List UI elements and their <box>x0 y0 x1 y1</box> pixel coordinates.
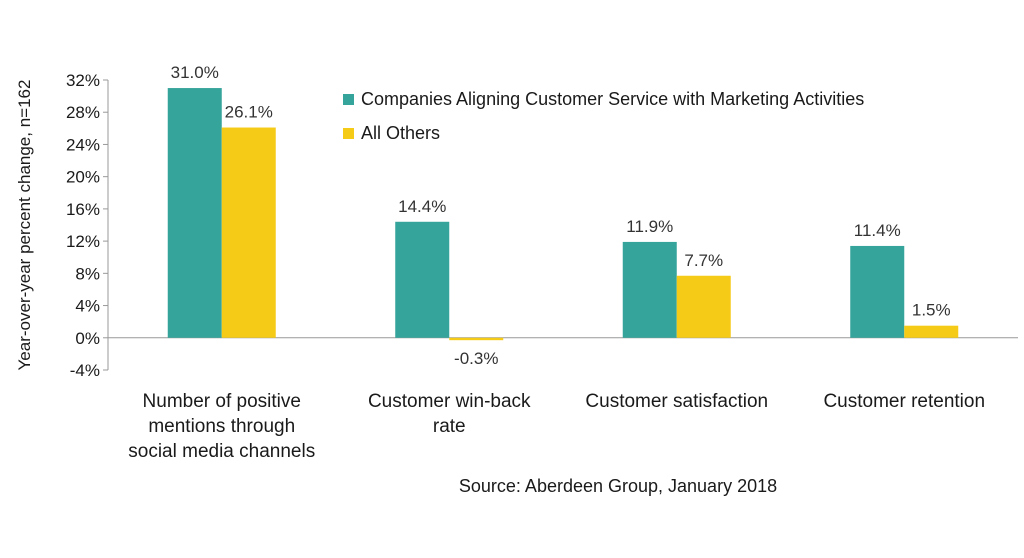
y-axis: 32% 28% 24% 20% 16% 12% 8% 4% 0% -4% <box>66 71 1018 380</box>
y-tick-label: 4% <box>75 297 100 316</box>
category-label: Customer win-back rate <box>368 391 531 437</box>
data-label-series-1-cat-0: 26.1% <box>225 103 273 122</box>
y-tick-label: 0% <box>75 329 100 348</box>
bar-series-1-cat-2 <box>676 275 731 338</box>
bar-series-1-cat-0 <box>221 127 276 338</box>
legend-label-0: Companies Aligning Customer Service with… <box>361 89 864 109</box>
y-axis-title: Year-over-year percent change, n=162 <box>15 80 34 371</box>
legend: Companies Aligning Customer Service with… <box>343 89 864 143</box>
source-note: Source: Aberdeen Group, January 2018 <box>459 476 777 496</box>
data-label-series-0-cat-3: 11.4% <box>854 221 901 240</box>
y-tick-label: 8% <box>75 264 100 283</box>
category-label: Customer retention <box>823 391 985 412</box>
bar-series-1-cat-1 <box>449 337 504 341</box>
legend-label-1: All Others <box>361 123 440 143</box>
data-labels: 31.0% 26.1% 14.4% -0.3% 11.9% 7.7% 11.4% 1.5% <box>171 63 951 368</box>
data-label-series-0-cat-2: 11.9% <box>626 217 673 236</box>
y-tick-label: 16% <box>66 200 100 219</box>
data-label-series-0-cat-0: 31.0% <box>171 63 219 82</box>
y-tick-label: 20% <box>66 168 100 187</box>
legend-swatch-1 <box>343 128 354 139</box>
data-label-series-1-cat-3: 1.5% <box>912 301 951 320</box>
data-label-series-1-cat-1: -0.3% <box>454 349 498 368</box>
category-label: Customer satisfaction <box>585 391 768 412</box>
bar-series-0-cat-3 <box>850 245 905 338</box>
data-label-series-0-cat-1: 14.4% <box>398 197 446 216</box>
y-tick-label: -4% <box>70 361 100 380</box>
data-label-series-1-cat-2: 7.7% <box>684 251 723 270</box>
bar-series-0-cat-2 <box>622 241 677 338</box>
y-tick-label: 24% <box>66 135 100 154</box>
legend-swatch-0 <box>343 94 354 105</box>
bar-series-0-cat-1 <box>395 221 450 338</box>
bars <box>167 88 959 341</box>
bar-series-0-cat-0 <box>167 88 222 338</box>
x-axis: Number of positive mentions through social… <box>128 391 985 462</box>
bar-series-1-cat-3 <box>904 325 959 338</box>
y-tick-label: 32% <box>66 71 100 90</box>
category-label: Number of positive mentions through social… <box>128 391 315 462</box>
y-tick-label: 28% <box>66 103 100 122</box>
y-tick-label: 12% <box>66 232 100 251</box>
